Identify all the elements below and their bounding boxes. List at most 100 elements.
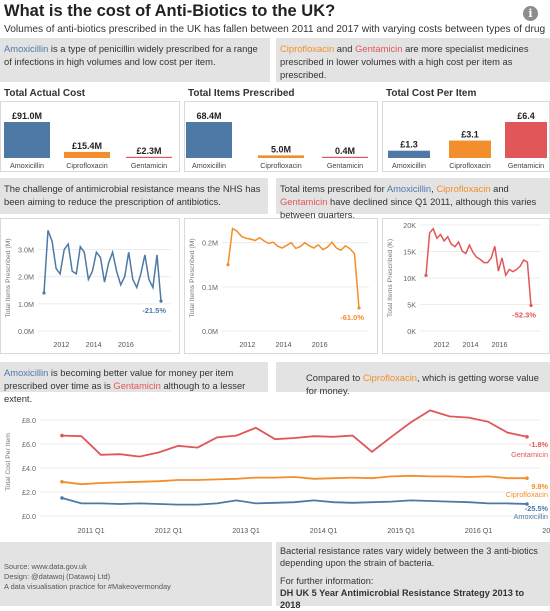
items-title: Total Items Prescribed xyxy=(188,88,295,99)
bar-category-label: Amoxicillin xyxy=(10,161,44,170)
gentamicin-items-chart: 0K 5K 10K 15K 20K Total Items Prescribed (K) 2… xyxy=(387,221,541,349)
resistance-note: Bacterial resistance rates vary widely b… xyxy=(280,546,538,568)
y-tick-label: £0.0 xyxy=(22,512,36,521)
x-tick-label: 2016 xyxy=(118,340,134,349)
bar-category-label: Gentamicin xyxy=(131,161,167,170)
lower-right: Compared to Ciprofloxacin, which is gett… xyxy=(276,362,550,396)
data-point xyxy=(159,299,163,303)
footer-credits: Source: www.data.gov.uk Design: @datawoj… xyxy=(0,542,272,606)
ciprofloxacin-items-chart: 0.0M 0.1M 0.2M Total Items Prescribed (M) 20… xyxy=(189,227,369,349)
y-tick-label: £6.0 xyxy=(22,440,36,449)
change-label: -21.5% xyxy=(142,306,166,315)
y-tick-label: £8.0 xyxy=(22,416,36,425)
y-axis-label: Total Items Prescribed (M) xyxy=(189,238,196,317)
bar-gentamicin xyxy=(126,156,172,158)
x-tick-label: 2016 xyxy=(312,340,328,349)
bar-category-label: Gentamicin xyxy=(508,161,544,170)
actual-cost-chart: £91.0M Amoxicillin £15.4M Ciprofloxacin £2.3… xyxy=(4,111,172,170)
y-tick-label: £2.0 xyxy=(22,488,36,497)
x-tick-label: 2012 xyxy=(434,340,450,349)
bar-value-label: 0.4M xyxy=(335,146,355,156)
y-tick-label: 0.0M xyxy=(202,327,218,336)
per-item-panel: £1.3 Amoxicillin £3.1 Ciprofloxacin £6.4 Gent… xyxy=(382,101,550,172)
bar-category-label: Ciprofloxacin xyxy=(66,161,108,170)
page-subtitle: Volumes of anti-biotics prescribed in th… xyxy=(4,24,546,35)
middle-left: The challenge of antimicrobial resistanc… xyxy=(0,178,268,214)
change-label: -52.3% xyxy=(512,311,536,320)
source-text: Source: www.data.gov.uk xyxy=(4,562,87,571)
y-tick-label: 0.0M xyxy=(18,327,34,336)
gentamicin-items-panel: 0K 5K 10K 15K 20K Total Items Prescribed (K) 2… xyxy=(382,218,550,354)
series-line xyxy=(43,230,162,302)
y-tick-label: 0.2M xyxy=(202,239,218,248)
y-tick-label: 0.1M xyxy=(202,283,218,292)
y-tick-label: 15K xyxy=(403,248,416,257)
data-point xyxy=(226,263,230,267)
data-point xyxy=(60,496,64,500)
bar-category-label: Amoxicillin xyxy=(192,161,226,170)
y-tick-label: 3.0M xyxy=(18,245,34,254)
intro-right: Ciprofloxacin and Gentamicin are more sp… xyxy=(276,38,550,82)
y-tick-label: 2.0M xyxy=(18,273,34,282)
bar-value-label: 68.4M xyxy=(196,111,221,121)
data-point xyxy=(525,476,529,480)
bar-value-label: £2.3M xyxy=(136,146,161,156)
footer-info: Bacterial resistance rates vary widely b… xyxy=(276,542,550,610)
series-line xyxy=(425,227,532,306)
bar-category-label: Ciprofloxacin xyxy=(260,161,302,170)
bar-gentamicin xyxy=(322,156,368,158)
intro-left: Amoxicillin is a type of penicillin wide… xyxy=(0,38,270,82)
items-chart: 68.4M Amoxicillin 5.0M Ciprofloxacin 0.4M Gen… xyxy=(186,111,368,170)
bar-amoxicillin xyxy=(388,150,430,158)
bar-value-label: £3.1 xyxy=(461,130,479,140)
y-axis-label: Total Cost Per Item xyxy=(5,433,12,491)
x-tick-label: 2016 xyxy=(492,340,508,349)
amoxicillin-items-panel: 0.0M 1.0M 2.0M 3.0M Total Items Prescribed (… xyxy=(0,218,180,354)
actual-cost-panel: £91.0M Amoxicillin £15.4M Ciprofloxacin £2.3… xyxy=(0,101,180,172)
data-point xyxy=(529,303,533,308)
cost-per-item-panel: £0.0 £2.0 £4.0 £6.0 £8.0 Total Cost Per Item 2… xyxy=(0,400,550,540)
per-item-title: Total Cost Per Item xyxy=(386,88,477,99)
change-label: -1.8% xyxy=(529,440,549,449)
y-axis-label: Total Items Prescribed (M) xyxy=(5,238,12,317)
data-point xyxy=(525,502,529,506)
x-tick-label: 2011 Q1 xyxy=(78,526,105,535)
per-item-chart: £1.3 Amoxicillin £3.1 Ciprofloxacin £6.4 Gent… xyxy=(388,111,547,170)
bar-value-label: £15.4M xyxy=(72,141,102,151)
x-tick-label: 2012 xyxy=(53,340,69,349)
x-tick-label: 2014 Q1 xyxy=(310,526,338,535)
bar-category-label: Amoxicillin xyxy=(392,161,426,170)
y-tick-label: 20K xyxy=(403,221,416,230)
series-name-label: Amoxicillin xyxy=(514,512,548,521)
drug-amoxicillin: Amoxicillin xyxy=(4,43,49,54)
y-tick-label: £4.0 xyxy=(22,464,36,473)
drug-gentamicin: Gentamicin xyxy=(355,43,403,54)
page-title: What is the cost of Anti-Biotics to the … xyxy=(4,2,336,20)
y-tick-label: 10K xyxy=(403,274,416,283)
bar-value-label: £1.3 xyxy=(400,140,418,150)
y-axis-label: Total Items Prescribed (K) xyxy=(387,239,394,317)
x-tick-label: 2015 Q1 xyxy=(387,526,415,535)
data-point xyxy=(357,306,361,310)
info-icon[interactable]: i xyxy=(523,6,538,21)
change-label: 9.8% xyxy=(531,482,548,491)
series-name-label: Ciprofloxacin xyxy=(506,490,548,499)
strategy-link[interactable]: DH UK 5 Year Antimicrobial Resistance St… xyxy=(280,588,525,610)
x-tick-label: 2016 Q1 xyxy=(465,526,493,535)
bar-gentamicin xyxy=(505,122,547,158)
bar-ciprofloxacin xyxy=(258,155,304,158)
bar-ciprofloxacin xyxy=(449,140,491,158)
x-tick-label: 2012 Q1 xyxy=(155,526,183,535)
y-tick-label: 0K xyxy=(407,327,416,336)
middle-right: Total items prescribed for Amoxicillin, … xyxy=(276,178,550,220)
design-text: Design: @datawoj (Datawoj Ltd) xyxy=(4,572,111,581)
bar-value-label: £91.0M xyxy=(12,111,42,121)
data-point xyxy=(424,273,428,277)
bar-amoxicillin xyxy=(4,122,50,158)
bar-value-label: 5.0M xyxy=(271,144,291,154)
x-tick-label: 2014 xyxy=(86,340,102,349)
drug-ciprofloxacin: Ciprofloxacin xyxy=(280,43,335,54)
lower-left: Amoxicillin is becoming better value for… xyxy=(0,362,268,404)
items-panel: 68.4M Amoxicillin 5.0M Ciprofloxacin 0.4M Gen… xyxy=(184,101,378,172)
series-line-gentamicin xyxy=(61,409,528,458)
